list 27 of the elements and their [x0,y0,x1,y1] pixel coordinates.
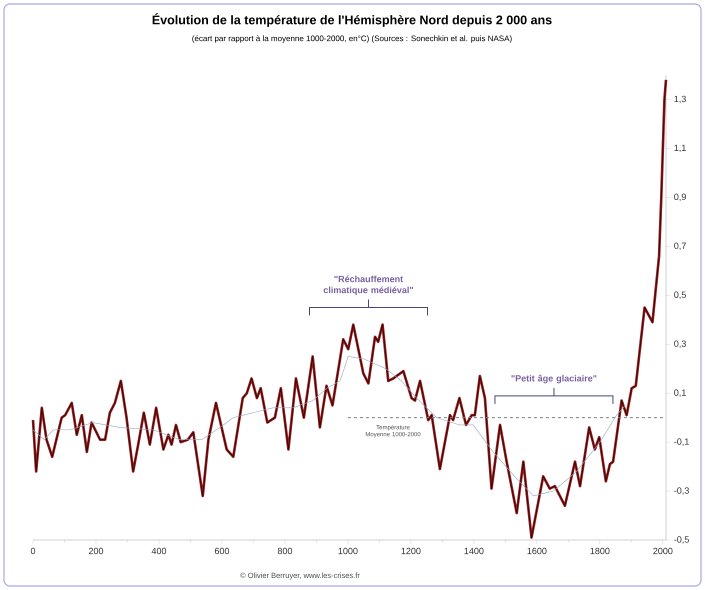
annotation: "Petit âge glaciaire" [512,374,596,384]
chart-subtitle: (écart par rapport à la moyenne 1000-2000, en°C) (Sources : Sonechkin et al. puis NASA) [192,35,512,43]
y-tick-label: -0,1 [674,438,689,446]
line-series [32,78,668,539]
y-tick-label: 0,3 [674,340,686,348]
x-tick-label: 0 [30,548,36,554]
x-tick-label: 1600 [528,548,547,554]
annotation: "Réchauffement climatique médiéval" [324,275,414,295]
y-tick-label: 0,5 [674,292,686,299]
y-tick-label: 1,1 [674,144,686,152]
y-tick-label: -0,3 [674,487,689,495]
x-tick-label: 2000 [653,548,673,554]
line-series [32,356,626,496]
x-tick-label: 1200 [402,548,421,554]
x-tick-label: 400 [152,548,166,554]
y-tick-label: 0,9 [674,194,686,202]
x-tick-label: 200 [88,548,104,554]
x-tick-label: 1000 [338,548,358,554]
y-tick-label: 0,1 [674,389,686,397]
x-tick-label: 1400 [464,548,484,554]
x-tick-label: 1800 [590,548,610,554]
y-tick-label: 1,3 [674,96,686,104]
y-tick-label: -0,5 [674,536,689,544]
y-tick-label: 0,7 [674,242,686,250]
x-tick-label: 600 [214,548,230,554]
x-tick-label: 800 [278,548,292,554]
chart-title: Évolution de la température de l'Hémisphère Nord depuis 2 000 ans [152,13,552,27]
